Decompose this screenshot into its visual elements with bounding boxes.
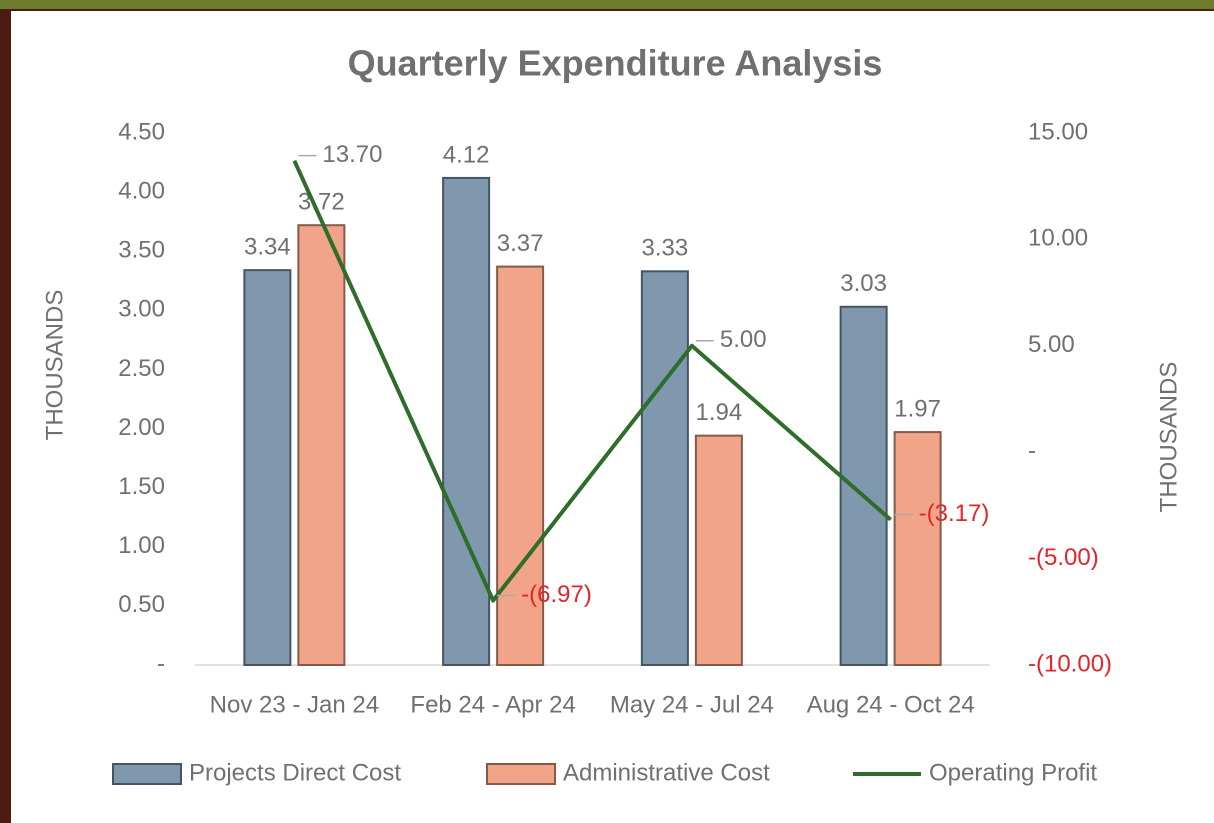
legend-label: Operating Profit (929, 759, 1097, 786)
bar (496, 265, 545, 666)
y-tick-label: 3.00 (118, 296, 165, 323)
legend-swatch (112, 763, 182, 785)
bar (640, 270, 689, 666)
y2-tick-label: 15.00 (1028, 118, 1088, 145)
y-tick-label: 2.50 (118, 355, 165, 382)
y2-tick-label: 5.00 (1028, 331, 1075, 358)
data-label: 3.33 (642, 235, 689, 262)
data-label: 13.70 (322, 141, 382, 168)
legend-swatch (486, 763, 556, 785)
y2-tick-label: 10.00 (1028, 225, 1088, 252)
y-tick-label: - (157, 650, 165, 677)
y-tick-label: 4.50 (118, 118, 165, 145)
y2-tick-label: -(5.00) (1028, 544, 1099, 571)
data-label: 1.94 (696, 399, 743, 426)
y-tick-label: 1.00 (118, 532, 165, 559)
chart: Quarterly Expenditure Analysis THOUSANDS… (11, 11, 1214, 823)
y-tick-label: 2.00 (118, 414, 165, 441)
chart-title: Quarterly Expenditure Analysis (348, 43, 883, 84)
data-label: -(6.97) (521, 581, 592, 608)
legend-label: Projects Direct Cost (189, 759, 401, 786)
data-label: 3.37 (497, 230, 544, 257)
bar (297, 224, 346, 666)
y-tick-label: 1.50 (118, 473, 165, 500)
legend-label: Administrative Cost (563, 759, 770, 786)
line (292, 159, 892, 603)
data-label: 1.97 (894, 395, 941, 422)
bar (893, 431, 942, 667)
data-label: 5.00 (720, 326, 767, 353)
y-tick-label: 0.50 (118, 591, 165, 618)
data-label: -(3.17) (919, 500, 990, 527)
y2-tick-label: -(10.00) (1028, 650, 1112, 677)
y2-tick-label: - (1028, 438, 1036, 465)
bar (243, 269, 292, 666)
x-tick-label: May 24 - Jul 24 (610, 691, 774, 718)
bar (694, 434, 743, 666)
x-tick-label: Feb 24 - Apr 24 (410, 691, 575, 718)
data-label: 3.34 (244, 233, 291, 260)
data-label: 3.72 (298, 189, 345, 216)
y-axis-label: THOUSANDS (41, 290, 68, 441)
data-label: 3.03 (840, 270, 887, 297)
x-tick-label: Aug 24 - Oct 24 (807, 691, 975, 718)
bar (839, 305, 888, 666)
y-tick-label: 3.50 (118, 237, 165, 264)
data-label: 4.12 (443, 141, 490, 168)
y-tick-label: 4.00 (118, 177, 165, 204)
x-tick-label: Nov 23 - Jan 24 (210, 691, 379, 718)
y2-axis-label: THOUSANDS (1155, 362, 1182, 513)
bar (442, 176, 491, 666)
